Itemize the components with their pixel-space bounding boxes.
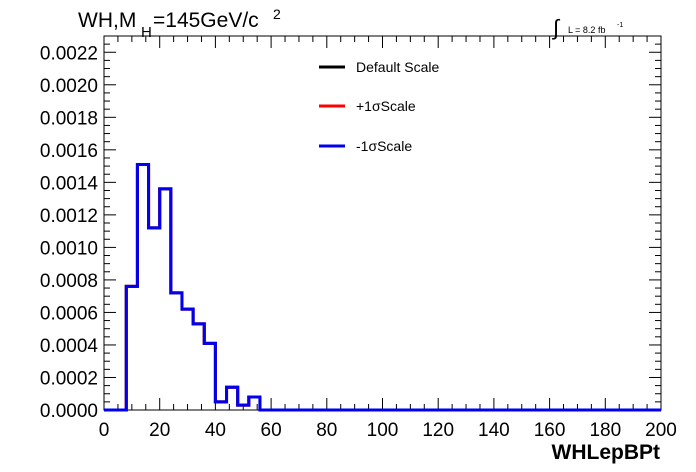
series-line-1 bbox=[104, 162, 661, 412]
series-line-2 bbox=[104, 162, 661, 412]
x-axis: 0 20 40 60 80 100 120 140 160 180 200 bbox=[99, 36, 677, 441]
y-tick-label: 0.0002 bbox=[40, 368, 98, 389]
x-tick-label: 0 bbox=[99, 420, 110, 441]
title-rest: =145GeV/c bbox=[153, 9, 259, 32]
x-tick-label: 140 bbox=[478, 420, 510, 441]
x-tick-label: 60 bbox=[261, 420, 282, 441]
x-tick-label: 80 bbox=[316, 420, 337, 441]
y-tick-label: 0.0004 bbox=[40, 336, 99, 357]
y-axis: 0.0000 0.0002 0.0004 0.0006 0.0008 0.0010 0.00… bbox=[40, 35, 661, 422]
y-tick-label: 0.0014 bbox=[40, 173, 99, 194]
legend-label-0: Default Scale bbox=[356, 59, 439, 75]
luminosity-text: L = 8.2 fb bbox=[568, 25, 605, 35]
x-tick-label: 40 bbox=[205, 420, 226, 441]
x-tick-label: 180 bbox=[589, 420, 621, 441]
x-axis-label: WHLepBPt bbox=[552, 441, 661, 464]
y-tick-label: 0.0022 bbox=[40, 43, 98, 64]
title-superscript: 2 bbox=[273, 6, 281, 22]
luminosity-superscript: -1 bbox=[617, 22, 623, 29]
legend: Default Scale +1σScale -1σScale bbox=[319, 59, 439, 154]
y-tick-label: 0.0000 bbox=[40, 401, 98, 422]
chart-title: WH,M H =145GeV/c 2 bbox=[78, 6, 281, 41]
title-subscript: H bbox=[141, 24, 152, 41]
x-tick-label: 160 bbox=[534, 420, 566, 441]
series-line-0 bbox=[104, 162, 661, 412]
x-tick-label: 200 bbox=[645, 420, 677, 441]
plot-frame bbox=[103, 35, 662, 411]
legend-label-2: -1σScale bbox=[356, 138, 412, 154]
legend-label-1: +1σScale bbox=[356, 98, 416, 114]
x-tick-label: 100 bbox=[367, 420, 399, 441]
luminosity-label: ∫ L = 8.2 fb -1 bbox=[551, 15, 623, 40]
y-tick-label: 0.0018 bbox=[40, 108, 98, 129]
y-tick-label: 0.0020 bbox=[40, 76, 98, 97]
y-tick-label: 0.0010 bbox=[40, 238, 98, 259]
x-tick-label: 20 bbox=[149, 420, 170, 441]
integral-symbol: ∫ bbox=[551, 15, 561, 40]
title-main: WH,M bbox=[78, 9, 136, 32]
x-tick-label: 120 bbox=[422, 420, 454, 441]
y-tick-label: 0.0008 bbox=[40, 271, 98, 292]
series-layer bbox=[104, 162, 661, 412]
y-tick-label: 0.0006 bbox=[40, 303, 98, 324]
y-tick-label: 0.0012 bbox=[40, 206, 98, 227]
y-tick-label: 0.0016 bbox=[40, 141, 98, 162]
